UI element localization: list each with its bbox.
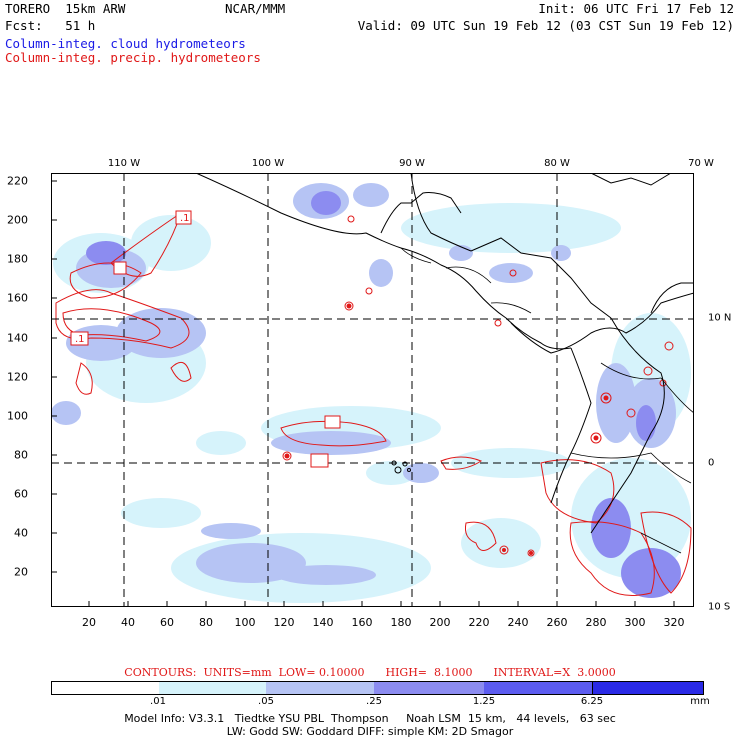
y-tick: 220 <box>7 174 28 188</box>
colorbar-label: .05 <box>258 696 274 707</box>
contour-label: .1 <box>180 213 190 224</box>
lon-label-100w: 100 W <box>251 158 285 169</box>
x-tick: 180 <box>390 616 412 629</box>
lon-label-90w: 90 W <box>399 158 425 169</box>
x-tick: 80 <box>199 616 213 629</box>
colorbar-segment <box>266 681 374 695</box>
model-info-line2: LW: Godd SW: Goddard DIFF: simple KM: 2D… <box>226 725 514 738</box>
x-tick: 240 <box>507 616 529 629</box>
colorbar-units: mm <box>690 696 710 707</box>
contour-label: .1 <box>75 334 85 345</box>
legend-cloud-hydrometeors: Column-integ. cloud hydrometeors <box>5 36 246 51</box>
forecast-hour: Fcst: 51 h <box>5 18 96 33</box>
cloud-shading-medium <box>51 183 676 585</box>
contour-label-boxes <box>70 210 341 468</box>
organization-label: NCAR/MMM <box>225 1 286 16</box>
cloud-shading-dark <box>86 191 681 598</box>
lat-label-0: 0 <box>708 457 715 469</box>
x-tick: 100 <box>234 616 256 629</box>
legend-precip-hydrometeors: Column-integ. precip. hydrometeors <box>5 50 261 65</box>
y-tick: 200 <box>7 213 28 227</box>
lat-label-10s: 10 S <box>708 601 731 613</box>
x-tick: 260 <box>546 616 568 629</box>
lon-label-80w: 80 W <box>544 158 570 169</box>
colorbar-label: .25 <box>366 696 382 707</box>
contour-info: CONTOURS: UNITS=mm LOW= 0.10000 HIGH= 8.… <box>124 666 616 679</box>
y-tick: 20 <box>14 565 28 579</box>
x-tick: 280 <box>585 616 607 629</box>
colorbar-label: .01 <box>150 696 166 707</box>
y-tick: 40 <box>14 526 28 540</box>
colorbar-segment <box>51 681 160 695</box>
lon-label-110w: 110 W <box>107 158 141 169</box>
colorbar-segment <box>374 681 484 695</box>
lon-label-70w: 70 W <box>688 158 714 169</box>
lat-lon-grid <box>51 173 694 607</box>
init-time: Init: 06 UTC Fri 17 Feb 12 <box>538 1 734 16</box>
x-tick: 160 <box>351 616 373 629</box>
y-tick: 60 <box>14 487 28 501</box>
x-tick: 200 <box>429 616 451 629</box>
lat-label-10n: 10 N <box>708 312 732 324</box>
x-tick: 220 <box>468 616 490 629</box>
model-info-line1: Model Info: V3.3.1 Tiedtke YSU PBL Thomp… <box>124 712 616 725</box>
model-title: TORERO 15km ARW <box>5 1 126 16</box>
x-tick: 300 <box>624 616 646 629</box>
x-tick: 40 <box>121 616 135 629</box>
y-tick: 120 <box>7 370 28 384</box>
x-tick: 140 <box>312 616 334 629</box>
colorbar-label: 1.25 <box>472 696 496 707</box>
coastlines <box>195 173 694 534</box>
forecast-map: .1 .1 <box>51 173 694 607</box>
y-tick: 80 <box>14 448 28 462</box>
colorbar-label: 6.25 <box>580 696 604 707</box>
colorbar-segment <box>159 681 266 695</box>
y-tick: 100 <box>7 409 28 423</box>
y-tick: 160 <box>7 291 28 305</box>
x-tick: 20 <box>82 616 96 629</box>
y-tick: 180 <box>7 252 28 266</box>
colorbar-segment <box>484 681 592 695</box>
colorbar-segment <box>592 681 704 695</box>
x-tick: 120 <box>273 616 295 629</box>
precip-max-dots <box>284 303 609 555</box>
country-borders <box>400 247 694 554</box>
valid-time: Valid: 09 UTC Sun 19 Feb 12 (03 CST Sun … <box>357 18 734 33</box>
x-tick: 60 <box>160 616 174 629</box>
x-tick: 320 <box>663 616 685 629</box>
y-tick: 140 <box>7 331 28 345</box>
map-frame <box>51 173 694 607</box>
